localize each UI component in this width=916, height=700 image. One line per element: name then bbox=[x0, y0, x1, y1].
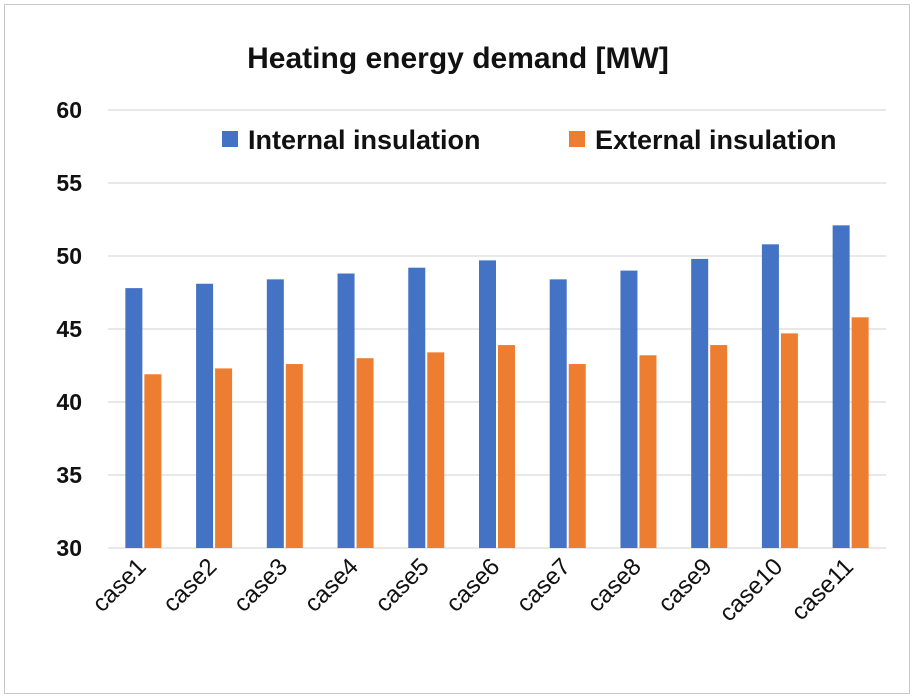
x-tick-label: case1 bbox=[87, 553, 151, 617]
bar-internal-case5 bbox=[408, 267, 426, 548]
y-tick-label: 50 bbox=[56, 243, 82, 269]
bar-internal-case2 bbox=[196, 283, 214, 548]
bar-external-case1 bbox=[144, 374, 162, 548]
bar-internal-case11 bbox=[832, 225, 850, 548]
bar-external-case2 bbox=[215, 368, 233, 548]
bar-external-case3 bbox=[285, 364, 303, 548]
legend: Internal insulation External insulation bbox=[222, 125, 837, 155]
y-tick-label: 60 bbox=[56, 97, 82, 123]
bar-external-case11 bbox=[851, 317, 869, 548]
bar-internal-case3 bbox=[266, 279, 284, 548]
x-tick-label: case7 bbox=[512, 553, 576, 617]
x-tick-label: case8 bbox=[582, 553, 646, 617]
bar-internal-case6 bbox=[479, 260, 496, 548]
bar-external-case6 bbox=[498, 345, 515, 548]
x-tick-label: case2 bbox=[158, 553, 222, 617]
gridlines bbox=[108, 109, 886, 549]
chart-title: Heating energy demand [MW] bbox=[247, 42, 669, 75]
bar-internal-case1 bbox=[125, 288, 143, 548]
bar-internal-case8 bbox=[620, 270, 638, 548]
bar-internal-case10 bbox=[761, 244, 779, 548]
x-tick-label: case10 bbox=[714, 553, 788, 627]
bar-internal-case7 bbox=[549, 279, 567, 548]
x-tick-label: case3 bbox=[229, 553, 293, 617]
bar-internal-case4 bbox=[337, 273, 355, 548]
x-tick-label: case11 bbox=[786, 553, 859, 626]
y-tick-label: 40 bbox=[56, 389, 82, 415]
bars bbox=[125, 225, 869, 548]
bar-external-case5 bbox=[427, 352, 445, 548]
x-axis-tick-labels: case1 case2 case3 case4 case5 case6 case7 case8… bbox=[87, 553, 859, 627]
y-tick-label: 35 bbox=[56, 462, 82, 488]
x-tick-label: case4 bbox=[299, 553, 363, 617]
bar-external-case4 bbox=[356, 358, 374, 548]
y-tick-label: 30 bbox=[56, 535, 82, 561]
legend-swatch-external bbox=[569, 131, 585, 147]
bar-external-case8 bbox=[639, 355, 657, 548]
x-tick-label: case6 bbox=[441, 553, 505, 617]
y-axis-tick-labels: 30 35 40 45 50 55 60 bbox=[56, 97, 82, 561]
legend-label-external: External insulation bbox=[595, 125, 837, 155]
bar-internal-case9 bbox=[691, 258, 709, 548]
bar-external-case9 bbox=[710, 345, 728, 548]
x-tick-label: case5 bbox=[370, 553, 434, 617]
x-tick-label: case9 bbox=[653, 553, 717, 617]
chart-frame bbox=[4, 4, 910, 694]
bar-external-case7 bbox=[568, 364, 586, 548]
bar-external-case10 bbox=[780, 333, 798, 548]
y-tick-label: 45 bbox=[56, 316, 82, 342]
y-tick-label: 55 bbox=[56, 170, 82, 196]
legend-label-internal: Internal insulation bbox=[248, 125, 481, 155]
legend-swatch-internal bbox=[222, 131, 238, 147]
